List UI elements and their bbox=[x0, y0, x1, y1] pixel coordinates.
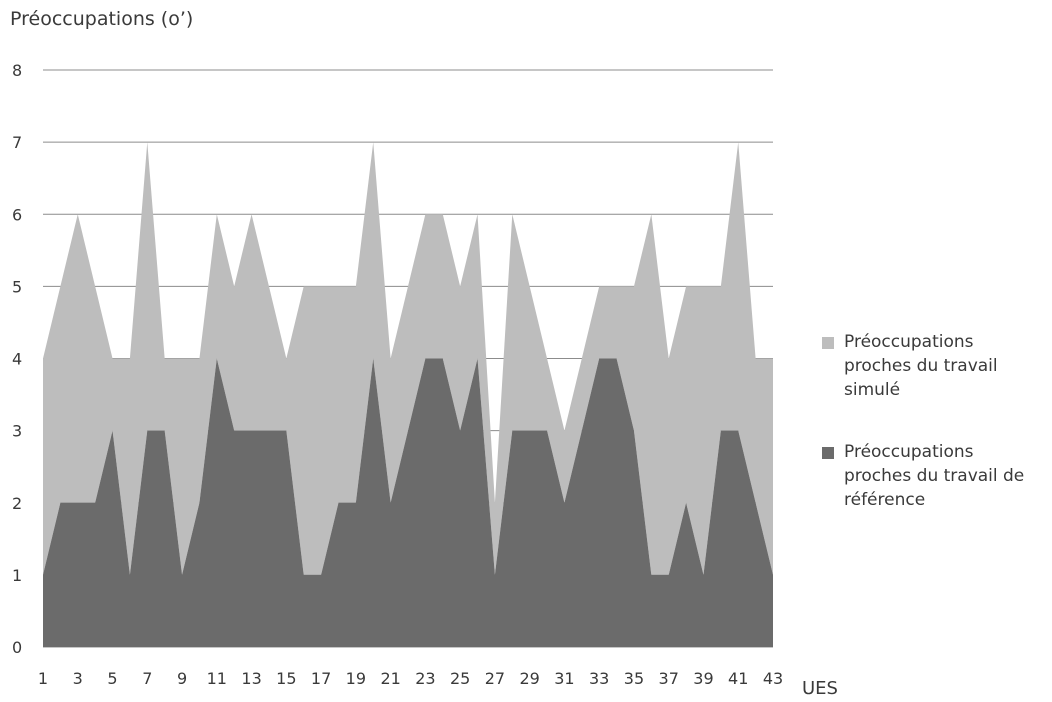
legend-label-reference: Préoccupations proches du travail de réf… bbox=[844, 442, 1025, 510]
x-tick-label: 31 bbox=[554, 669, 574, 688]
legend-swatch-simule bbox=[822, 337, 834, 349]
x-tick-label: 11 bbox=[207, 669, 227, 688]
x-tick-label: 35 bbox=[624, 669, 644, 688]
x-tick-label: 3 bbox=[73, 669, 83, 688]
x-tick-label: 1 bbox=[38, 669, 48, 688]
x-tick-label: 39 bbox=[693, 669, 713, 688]
y-tick-label: 3 bbox=[12, 422, 22, 441]
x-axis-title: UES bbox=[802, 678, 838, 699]
x-tick-label: 37 bbox=[659, 669, 679, 688]
y-tick-label: 6 bbox=[12, 205, 22, 224]
x-tick-label: 19 bbox=[346, 669, 366, 688]
legend: Préoccupations proches du travail simulé… bbox=[822, 330, 1050, 550]
y-tick-label: 2 bbox=[12, 494, 22, 513]
x-tick-label: 33 bbox=[589, 669, 609, 688]
y-axis-title: Préoccupations (o’) bbox=[10, 8, 194, 30]
x-tick-label: 23 bbox=[415, 669, 435, 688]
x-tick-label: 13 bbox=[241, 669, 261, 688]
legend-swatch-reference bbox=[822, 447, 834, 459]
x-tick-label: 43 bbox=[763, 669, 783, 688]
series-area-reference bbox=[43, 358, 773, 647]
legend-label-simule: Préoccupations proches du travail simulé bbox=[844, 332, 998, 400]
x-tick-label: 41 bbox=[728, 669, 748, 688]
x-tick-label: 21 bbox=[380, 669, 400, 688]
y-tick-label: 1 bbox=[12, 566, 22, 585]
y-tick-label: 4 bbox=[12, 350, 22, 369]
legend-item-reference: Préoccupations proches du travail de réf… bbox=[822, 440, 1050, 512]
y-tick-label: 5 bbox=[12, 277, 22, 296]
x-tick-label: 9 bbox=[177, 669, 187, 688]
x-tick-label: 15 bbox=[276, 669, 296, 688]
x-tick-label: 29 bbox=[519, 669, 539, 688]
x-tick-label: 25 bbox=[450, 669, 470, 688]
y-tick-label: 0 bbox=[12, 638, 22, 657]
x-tick-label: 17 bbox=[311, 669, 331, 688]
y-tick-label: 8 bbox=[12, 61, 22, 80]
y-tick-label: 7 bbox=[12, 133, 22, 152]
x-tick-label: 5 bbox=[107, 669, 117, 688]
legend-item-simule: Préoccupations proches du travail simulé bbox=[822, 330, 1050, 402]
x-tick-label: 27 bbox=[485, 669, 505, 688]
x-tick-label: 7 bbox=[142, 669, 152, 688]
series-area-simule bbox=[43, 142, 773, 575]
